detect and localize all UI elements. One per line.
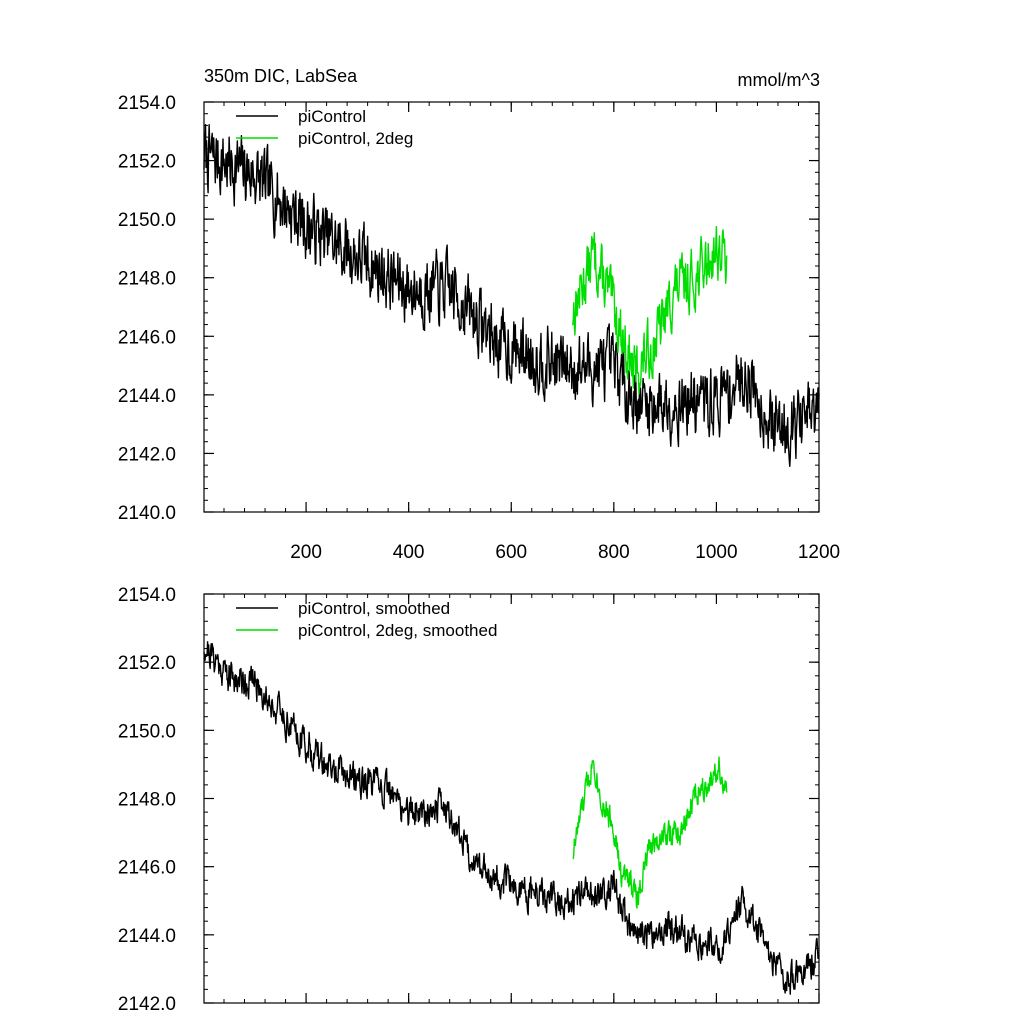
chart-panel-top: 350m DIC, LabSea mmol/m^3 2140.02142.021…	[118, 66, 840, 563]
axes: 2140.0 2142.0 2144.0 2146.0 2148.0 2150.0 2152…	[118, 93, 840, 563]
y-tick-label: 2142.0	[118, 444, 176, 465]
x-tick-label: 800	[598, 542, 630, 563]
chart-title: 350m DIC, LabSea	[204, 66, 358, 86]
y-tick-label: 2154.0	[118, 585, 176, 606]
x-tick-label: 1200	[798, 542, 840, 563]
legend-label-picontrol-smoothed: piControl, smoothed	[298, 599, 450, 618]
series-line-picontrol-smoothed	[203, 641, 820, 995]
y-tick-label: 2146.0	[118, 327, 176, 348]
x-tick-label: 400	[393, 542, 425, 563]
series-line-picontrol	[203, 123, 820, 468]
plot-frame	[203, 101, 820, 513]
series-line-picontrol-2deg-smoothed	[572, 756, 728, 909]
x-tick-label: 200	[290, 542, 322, 563]
x-tick-label: 1000	[695, 542, 737, 563]
axes: 2142.0 2144.0 2146.0 2148.0 2150.0 2152.0 2154…	[118, 585, 820, 1015]
series-group	[203, 641, 820, 995]
y-tick-label: 2152.0	[118, 152, 176, 173]
y-tick-label: 2146.0	[118, 858, 176, 879]
legend: piControl, smoothed piControl, 2deg, smo…	[236, 599, 497, 640]
y-tick-label: 2150.0	[118, 721, 176, 742]
y-tick-label: 2148.0	[118, 269, 176, 290]
legend-label-picontrol-2deg: piControl, 2deg	[298, 129, 413, 148]
y-tick-label: 2144.0	[118, 926, 176, 947]
y-tick-label: 2154.0	[118, 93, 176, 114]
x-tick-label: 600	[495, 542, 527, 563]
y-tick-label: 2150.0	[118, 210, 176, 231]
chart-panel-bottom: 2142.0 2144.0 2146.0 2148.0 2150.0 2152.0 2154…	[118, 585, 820, 1015]
y-tick-label: 2140.0	[118, 503, 176, 524]
units-label: mmol/m^3	[738, 70, 820, 90]
legend: piControl piControl, 2deg	[236, 107, 413, 148]
legend-label-picontrol: piControl	[298, 107, 366, 126]
series-group	[203, 123, 820, 468]
y-tick-label: 2148.0	[118, 790, 176, 811]
series-line-picontrol-2deg	[572, 225, 728, 395]
y-tick-label: 2152.0	[118, 653, 176, 674]
y-tick-label: 2144.0	[118, 386, 176, 407]
y-tick-label: 2142.0	[118, 994, 176, 1015]
legend-label-picontrol-2deg-smoothed: piControl, 2deg, smoothed	[298, 621, 497, 640]
